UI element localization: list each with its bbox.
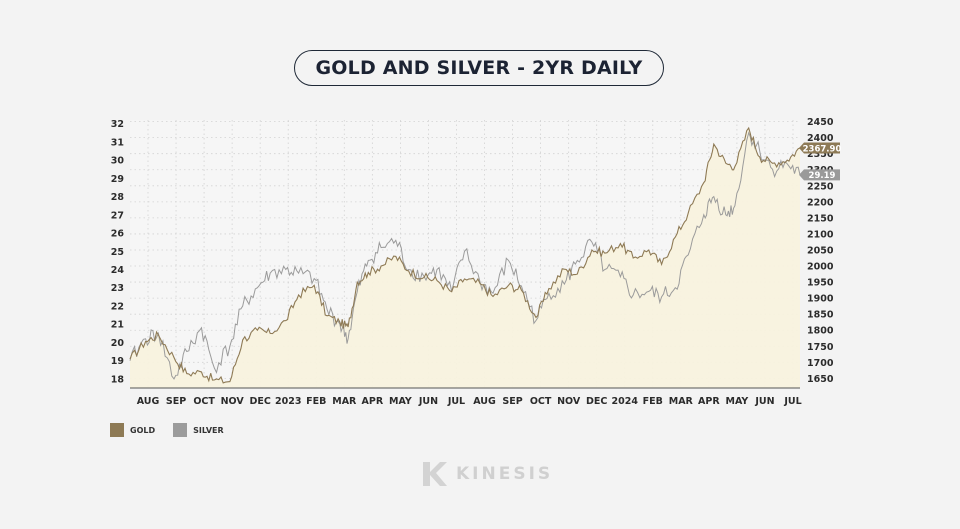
gold-area-fill [130,128,800,388]
gold-axis-tick-label: 1800 [807,326,834,337]
silver-axis-tick-label: 30 [111,156,125,167]
x-axis-tick-label: MAY [726,396,749,407]
last-value-badges: 2367.90 29.19 [799,142,841,181]
gold-axis-tick-label: 2250 [807,181,834,192]
silver-axis-tick-label: 31 [111,137,124,148]
x-axis-tick-label: JUL [783,396,801,407]
x-axis-tick-label: JUN [418,396,438,407]
chart-legend: GOLD SILVER [110,423,224,437]
silver-axis-tick-label: 20 [111,338,125,349]
silver-axis-tick-label: 32 [111,119,124,130]
legend-item-silver: SILVER [173,423,224,437]
gold-axis-tick-label: 1850 [807,310,834,321]
silver-axis-tick-label: 29 [111,174,124,185]
x-axis-tick-label: NOV [557,396,581,407]
silver-last-value-badge-shape [799,169,840,181]
x-axis-tick-label: DEC [586,396,607,407]
x-axis-tick-label: AUG [137,396,160,407]
x-axis-tick-label: JUN [754,396,774,407]
gold-last-value-badge-text: 2367.90 [803,144,842,154]
silver-last-value-badge-text: 29.19 [809,171,836,181]
chart-title-pill: GOLD AND SILVER - 2YR DAILY [294,50,664,86]
gold-last-value-badge-shape [799,142,840,154]
silver-axis-tick-label: 24 [111,265,125,276]
gold-axis-tick-label: 2150 [807,213,834,224]
gold-axis-tick-label: 2100 [807,229,834,240]
silver-last-value-badge: 29.19 [799,169,840,181]
x-axis-tick-label: 2023 [275,396,301,407]
gold-axis-tick-label: 2450 [807,117,834,128]
x-axis-tick-label: MAY [389,396,412,407]
x-axis-tick-label: DEC [249,396,270,407]
brand-name: KINESIS [456,464,554,484]
legend-label-gold: GOLD [130,425,156,435]
silver-swatch [173,423,188,437]
gold-axis-tick-label: 1950 [807,278,834,289]
silver-axis: 18 19 20 21 22 23 24 25 26 27 28 29 30 31 32 [111,119,125,385]
silver-axis-tick-label: 28 [111,192,125,203]
gold-axis-tick-label: 2000 [807,262,834,273]
gold-axis-tick-label: 2350 [807,149,834,160]
series-lines [129,126,801,384]
gold-axis-tick-label: 1700 [807,358,834,369]
silver-axis-tick-label: 22 [111,301,124,312]
x-axis-tick-label: OCT [193,396,215,407]
x-axis-tick-label: NOV [221,396,245,407]
silver-axis-tick-label: 19 [111,356,124,367]
gold-axis-tick-label: 1750 [807,342,834,353]
silver-axis-tick-label: 26 [111,229,125,240]
brand-logo: KINESIS [420,459,553,489]
gold-axis-tick-label: 1900 [807,294,834,305]
silver-axis-tick-label: 25 [111,247,124,258]
silver-axis-tick-label: 27 [111,210,124,221]
x-axis-tick-label: OCT [530,396,552,407]
x-axis-tick-label: APR [362,396,384,407]
x-axis: AUG SEP OCT NOV DEC 2023 FEB MAR APR MAY JUN JUL AUG… [130,387,802,407]
gold-area [130,128,800,388]
gold-axis: 1650 1700 1750 1800 1850 1900 1950 2000 2050 2100… [807,117,834,385]
gold-axis-tick-label: 2050 [807,245,834,256]
gold-line [129,126,801,384]
x-axis-tick-label: JUL [447,396,465,407]
x-axis-tick-label: 2024 [612,396,639,407]
x-axis-tick-label: APR [698,396,720,407]
x-axis-tick-label: FEB [643,396,663,407]
silver-axis-tick-label: 18 [111,374,125,385]
x-axis-tick-label: AUG [473,396,496,407]
x-axis-tick-label: MAR [332,396,357,407]
gold-last-value-badge: 2367.90 [799,142,841,154]
legend-item-gold: GOLD [110,423,155,437]
x-axis-tick-label: SEP [502,396,522,407]
chart-title: GOLD AND SILVER - 2YR DAILY [315,57,643,79]
x-axis-tick-label: SEP [166,396,186,407]
gold-swatch [110,423,124,437]
x-axis-tick-label: FEB [306,396,326,407]
silver-axis-tick-label: 23 [111,283,124,294]
gold-axis-tick-label: 2400 [807,133,834,144]
silver-line [129,131,801,380]
gold-axis-tick-label: 1650 [807,374,834,385]
silver-axis-tick-label: 21 [111,320,124,331]
gold-axis-tick-label: 2200 [807,197,834,208]
legend-label-silver: SILVER [193,425,224,435]
kinesis-k-logo-icon [423,462,447,486]
x-axis-tick-label: MAR [669,396,694,407]
